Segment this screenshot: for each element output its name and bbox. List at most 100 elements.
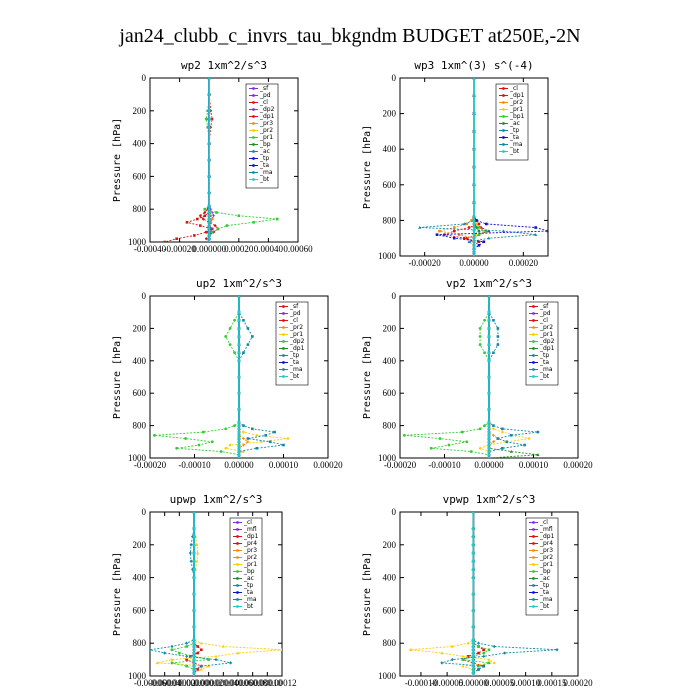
data-point xyxy=(450,644,454,648)
legend-marker xyxy=(502,150,505,153)
x-tick-label: 0.00000 xyxy=(459,678,489,688)
data-point xyxy=(523,443,526,447)
legend-label: _pd xyxy=(539,310,551,317)
legend-marker xyxy=(236,542,239,545)
data-point xyxy=(457,233,461,236)
legend-label: _dp1 xyxy=(243,533,259,540)
data-point xyxy=(472,232,476,237)
data-point xyxy=(471,638,475,642)
data-point xyxy=(204,117,208,121)
data-point xyxy=(487,443,491,447)
x-tick-label: -0.00020 xyxy=(163,244,196,254)
x-tick-label: 0.00010 xyxy=(511,678,541,688)
data-point xyxy=(196,217,199,221)
legend-marker xyxy=(532,563,535,566)
data-point xyxy=(487,236,491,240)
y-tick-label: 1000 xyxy=(378,251,397,261)
data-point xyxy=(482,240,486,244)
y-tick-label: 600 xyxy=(383,180,397,190)
y-axis-label: Pressure [hPa] xyxy=(362,552,373,636)
data-point xyxy=(203,207,207,211)
y-tick-label: 600 xyxy=(383,605,397,615)
x-tick-label: 0.00000 xyxy=(459,258,489,268)
data-point xyxy=(255,446,259,450)
data-point xyxy=(471,609,475,612)
legend-label: _dp1 xyxy=(539,345,555,352)
data-point xyxy=(207,125,211,129)
data-point xyxy=(163,651,167,655)
legend-label: _pr1 xyxy=(539,561,553,568)
data-point xyxy=(472,218,476,223)
legend-marker xyxy=(252,94,255,97)
data-point xyxy=(438,437,442,440)
legend-label: _ta xyxy=(259,162,269,169)
data-point xyxy=(207,109,211,113)
data-point xyxy=(472,225,476,230)
data-point xyxy=(207,204,211,208)
legend-marker xyxy=(236,605,239,608)
data-point xyxy=(487,391,491,395)
y-tick-label: 600 xyxy=(133,171,147,181)
legend-marker xyxy=(236,549,239,552)
data-point xyxy=(471,661,475,665)
x-tick-label: -0.00004 xyxy=(149,678,182,688)
x-tick-label: 0.00020 xyxy=(313,460,343,470)
data-point xyxy=(196,551,200,555)
data-point xyxy=(450,657,454,662)
data-point xyxy=(472,236,476,240)
plot-frame xyxy=(149,77,299,243)
data-point xyxy=(237,446,241,450)
legend-marker xyxy=(532,521,535,524)
data-point xyxy=(192,648,196,652)
data-point xyxy=(212,230,216,234)
data-point xyxy=(487,453,491,457)
y-tick-label: 400 xyxy=(383,356,397,366)
data-point xyxy=(471,551,475,555)
series-line xyxy=(410,512,496,676)
data-point xyxy=(189,543,193,547)
data-point xyxy=(483,351,486,355)
chart-panel: vp2 1xm^2/s^3 Pressure [hPa] 0 200 400 600 800… xyxy=(362,277,593,470)
data-point xyxy=(207,174,211,178)
panel-title: wp2 1xm^2/s^3 xyxy=(181,59,267,72)
y-tick-label: 1000 xyxy=(128,671,147,681)
data-point xyxy=(282,443,285,447)
legend-marker xyxy=(252,136,255,139)
data-point xyxy=(252,221,255,224)
legend-label: _bt xyxy=(243,603,254,610)
legend-marker xyxy=(252,87,255,90)
data-point xyxy=(471,671,475,675)
data-point xyxy=(237,214,241,218)
x-tick-label: 0.00020 xyxy=(563,678,593,688)
data-point xyxy=(188,551,192,555)
data-point xyxy=(237,310,241,314)
y-tick-label: 600 xyxy=(133,388,147,398)
data-point xyxy=(192,609,196,612)
data-point xyxy=(192,651,196,655)
legend-marker xyxy=(252,171,255,174)
legend-label: _tp xyxy=(243,582,253,589)
legend-marker xyxy=(282,312,285,315)
legend-label: _pr3 xyxy=(539,547,553,554)
data-point xyxy=(237,318,241,322)
x-tick-label: 0.00008 xyxy=(238,678,268,688)
legend-label: _dp1 xyxy=(539,533,555,540)
data-point xyxy=(192,671,196,675)
legend-marker xyxy=(532,305,535,308)
data-point xyxy=(514,433,518,438)
data-layer xyxy=(163,78,279,242)
legend-marker xyxy=(532,347,535,350)
data-point xyxy=(199,641,203,645)
data-point xyxy=(219,450,223,453)
data-point xyxy=(207,233,211,237)
x-tick-label: 0.00002 xyxy=(194,678,223,688)
data-point xyxy=(184,437,188,440)
x-tick-label: -0.00020 xyxy=(409,258,442,268)
data-point xyxy=(487,427,491,431)
legend-label: _tp xyxy=(509,127,519,134)
data-point xyxy=(207,224,211,228)
data-point xyxy=(471,592,475,596)
legend-label: _tp xyxy=(539,352,549,359)
data-point xyxy=(467,226,471,229)
data-point xyxy=(471,641,475,645)
